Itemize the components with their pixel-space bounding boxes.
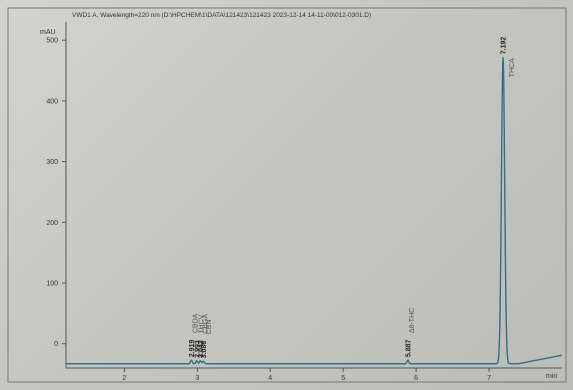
x-ticks: 2 3 4 5 6 7 <box>122 368 491 382</box>
x-tick-label: 5 <box>341 375 345 382</box>
y-tick-label: 100 <box>46 281 58 288</box>
peak-rt-label: 2.919 <box>189 339 196 357</box>
peak-compound-label: CBGA <box>202 314 209 334</box>
peak-compound-label: CBDA <box>192 313 199 333</box>
peak-compound-label: Δ8-THC <box>409 308 416 333</box>
y-tick-label: 200 <box>46 220 58 227</box>
peak-compound-label: THCA <box>509 58 516 77</box>
x-axis-unit-label: min <box>546 373 557 380</box>
peak-labels: 2.919 CBDA 2.993 THCV 3.043 CBGA 3.086 CBN 5.887… <box>189 37 516 359</box>
peak-rt-label: 3.086 <box>201 341 208 359</box>
x-tick-label: 6 <box>414 375 418 382</box>
x-tick-label: 4 <box>268 375 272 382</box>
header-text: VWD1 A, Wavelength=220 nm (D:\HPCHEM\1\D… <box>72 12 371 19</box>
y-tick-label: 400 <box>46 98 58 105</box>
y-axis-label: mAU <box>40 29 56 36</box>
y-tick-label: 500 <box>46 38 58 45</box>
x-tick-label: 7 <box>487 375 491 382</box>
peak-rt-label: 2.993 <box>194 340 201 358</box>
peak-rt-label: 7.192 <box>501 37 508 55</box>
y-tick-label: 300 <box>46 159 58 166</box>
chromatogram-trace <box>66 57 563 365</box>
x-tick-label: 2 <box>122 375 126 382</box>
peak-rt-label: 5.887 <box>405 339 412 357</box>
y-ticks: 0 100 200 300 400 500 <box>46 38 66 348</box>
page-border <box>7 7 567 383</box>
peak-rt-label: 3.043 <box>198 340 205 358</box>
y-tick-label: 0 <box>54 341 58 348</box>
peak-compound-label: THCV <box>198 314 205 333</box>
peak-compound-label: CBN <box>206 320 213 335</box>
x-tick-label: 3 <box>195 375 199 382</box>
